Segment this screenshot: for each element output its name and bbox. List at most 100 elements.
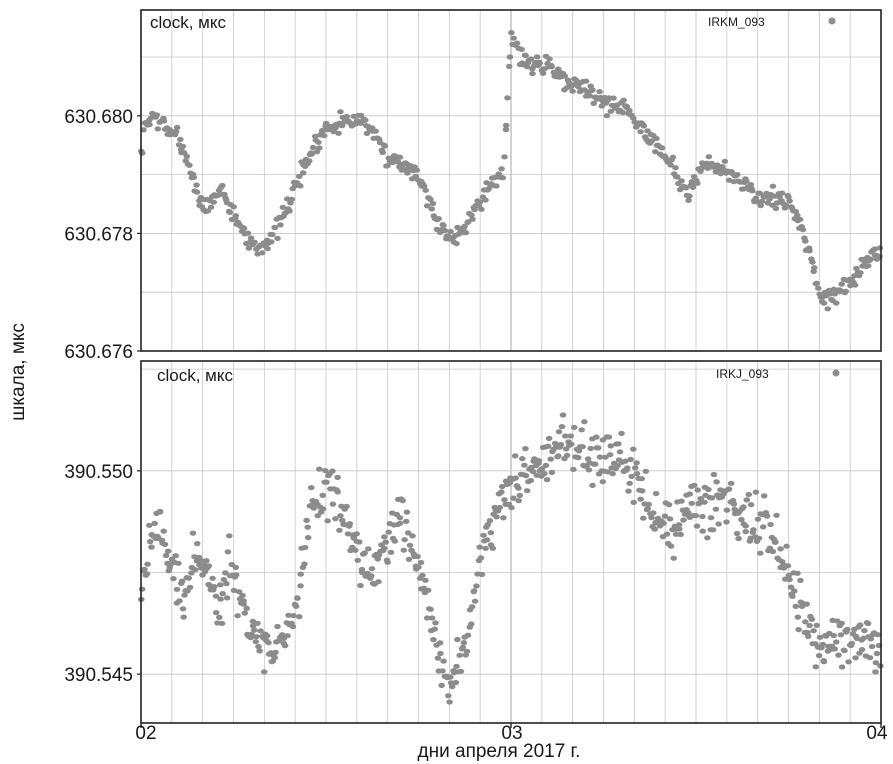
- data-point: [217, 596, 224, 602]
- data-point: [688, 500, 696, 506]
- data-point: [463, 648, 471, 654]
- data-point: [602, 454, 609, 460]
- data-point: [268, 239, 275, 245]
- data-point: [723, 519, 730, 525]
- data-point: [307, 485, 315, 491]
- data-point: [857, 270, 864, 276]
- data-point: [512, 475, 519, 481]
- data-point: [749, 188, 756, 194]
- data-point: [375, 552, 383, 558]
- data-point: [241, 610, 248, 616]
- data-point: [715, 521, 722, 527]
- data-point: [680, 517, 687, 523]
- data-point: [522, 52, 529, 59]
- data-point: [203, 558, 210, 564]
- panel-irkj-legend-marker: [832, 369, 840, 377]
- data-point: [519, 456, 526, 462]
- data-point: [186, 162, 193, 168]
- data-point: [610, 95, 617, 101]
- data-point: [493, 183, 500, 189]
- data-point: [289, 624, 297, 630]
- data-point: [396, 154, 404, 160]
- data-point: [264, 246, 271, 252]
- data-point: [543, 477, 551, 483]
- data-point: [725, 486, 733, 492]
- data-point: [292, 603, 300, 609]
- data-point: [286, 208, 293, 214]
- data-point: [521, 462, 528, 468]
- data-point: [279, 204, 287, 210]
- data-point: [498, 483, 506, 490]
- data-point: [607, 108, 615, 114]
- data-point: [529, 71, 536, 77]
- data-point: [653, 135, 660, 142]
- y-tick-label: 630.676: [64, 342, 133, 363]
- panel-irkm: 630.680 630.678 630.676: [64, 9, 884, 363]
- data-point: [794, 614, 802, 620]
- data-point: [468, 621, 475, 627]
- data-point: [660, 520, 667, 526]
- data-point: [476, 199, 484, 205]
- data-point: [190, 174, 198, 180]
- data-point: [409, 533, 416, 539]
- data-point: [542, 462, 550, 468]
- data-point: [222, 570, 229, 576]
- data-point: [545, 435, 553, 441]
- data-point: [733, 530, 741, 537]
- data-point: [861, 628, 868, 634]
- data-point: [356, 539, 363, 545]
- data-point: [188, 570, 195, 576]
- data-point: [824, 306, 832, 312]
- data-point: [630, 499, 637, 505]
- data-point: [783, 543, 790, 549]
- data-point: [787, 584, 795, 590]
- data-point: [677, 531, 684, 538]
- data-point: [522, 446, 529, 452]
- data-point: [864, 263, 872, 269]
- data-point: [676, 526, 683, 532]
- data-point: [226, 209, 234, 215]
- panel-irkm-title: clock, мкс: [150, 13, 226, 32]
- data-point: [244, 230, 252, 236]
- data-point: [387, 549, 395, 555]
- data-point: [784, 563, 792, 569]
- data-point: [699, 513, 706, 520]
- data-point: [379, 149, 387, 156]
- data-point: [769, 183, 777, 189]
- data-point: [210, 199, 217, 205]
- data-point: [357, 582, 364, 589]
- data-point: [482, 197, 489, 203]
- data-point: [672, 165, 679, 171]
- data-point: [253, 634, 260, 640]
- data-point: [404, 170, 411, 176]
- x-tick-label: 03: [501, 723, 522, 744]
- data-point: [153, 112, 161, 118]
- data-point: [173, 124, 181, 131]
- panel-irkj-title: clock, мкс: [157, 366, 233, 385]
- data-point: [482, 545, 489, 551]
- data-point: [704, 535, 711, 541]
- data-point: [205, 563, 213, 569]
- data-point: [422, 577, 429, 583]
- data-point: [506, 54, 514, 60]
- data-point: [710, 471, 718, 478]
- data-point: [832, 639, 840, 645]
- data-point: [535, 458, 542, 464]
- data-point: [596, 89, 603, 95]
- data-point: [808, 616, 816, 622]
- data-point: [789, 593, 796, 599]
- data-point: [368, 566, 376, 572]
- data-point: [193, 189, 201, 195]
- data-point: [381, 143, 389, 149]
- data-point: [637, 496, 644, 502]
- data-point: [384, 163, 391, 169]
- data-point: [308, 151, 316, 157]
- data-point: [269, 231, 276, 238]
- data-point: [670, 555, 677, 561]
- data-point: [712, 506, 720, 512]
- data-point: [640, 515, 647, 521]
- data-point: [579, 444, 586, 450]
- data-point: [385, 529, 393, 535]
- data-point: [605, 434, 613, 440]
- data-point: [561, 73, 569, 79]
